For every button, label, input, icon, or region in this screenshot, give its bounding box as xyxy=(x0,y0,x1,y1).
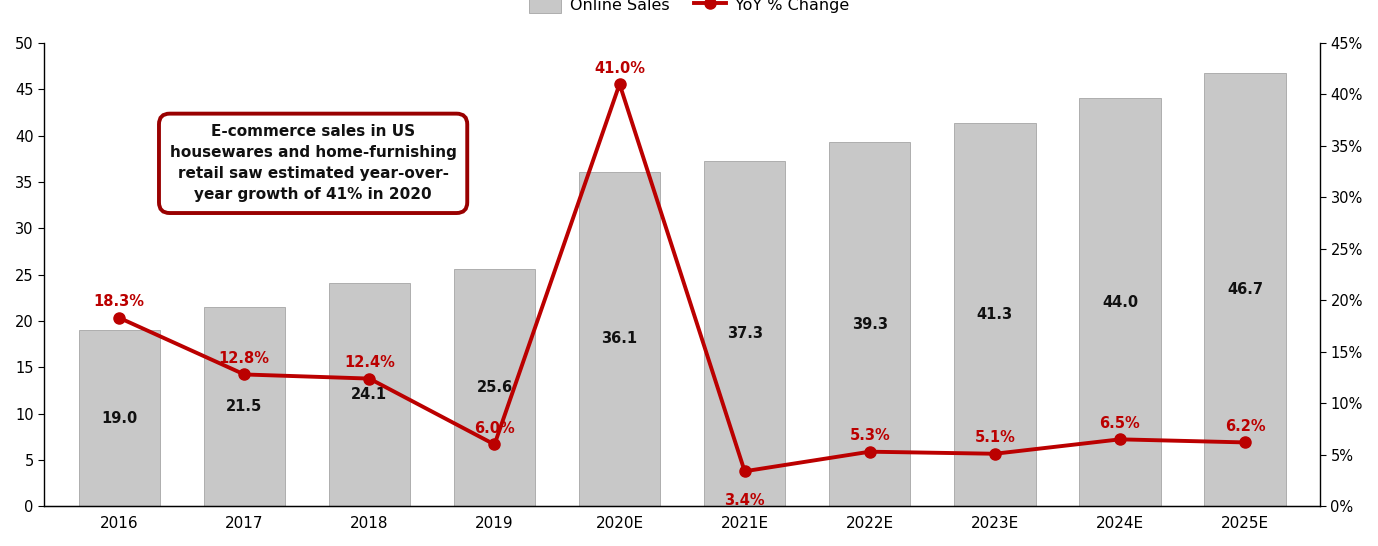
Text: 5.1%: 5.1% xyxy=(974,430,1016,446)
Legend: Online Sales, YoY % Change: Online Sales, YoY % Change xyxy=(524,0,854,18)
Text: 12.8%: 12.8% xyxy=(219,351,270,366)
Text: 6.2%: 6.2% xyxy=(1225,419,1265,434)
Text: 24.1: 24.1 xyxy=(351,387,387,402)
Bar xyxy=(453,269,535,506)
Text: 36.1: 36.1 xyxy=(602,331,638,347)
Text: 3.4%: 3.4% xyxy=(725,494,765,508)
Bar xyxy=(1204,73,1286,506)
Text: 6.0%: 6.0% xyxy=(474,421,515,436)
Text: 12.4%: 12.4% xyxy=(344,355,395,370)
Text: 41.0%: 41.0% xyxy=(594,61,645,76)
Text: 25.6: 25.6 xyxy=(477,380,513,395)
Bar xyxy=(830,142,911,506)
Text: 39.3: 39.3 xyxy=(852,317,887,331)
Bar xyxy=(204,307,285,506)
Text: 6.5%: 6.5% xyxy=(1100,416,1141,431)
Text: 19.0: 19.0 xyxy=(101,411,138,426)
Bar xyxy=(1079,98,1160,506)
Text: E-commerce sales in US
housewares and home-furnishing
retail saw estimated year-: E-commerce sales in US housewares and ho… xyxy=(169,124,456,203)
Bar xyxy=(79,330,160,506)
Bar xyxy=(954,123,1035,506)
Bar xyxy=(329,283,411,506)
Text: 21.5: 21.5 xyxy=(226,399,262,414)
Text: 5.3%: 5.3% xyxy=(849,429,890,443)
Bar xyxy=(579,171,660,506)
Text: 18.3%: 18.3% xyxy=(94,294,145,310)
Text: 41.3: 41.3 xyxy=(977,307,1013,322)
Text: 46.7: 46.7 xyxy=(1226,282,1264,298)
Bar xyxy=(704,161,785,506)
Text: 37.3: 37.3 xyxy=(726,326,762,341)
Text: 44.0: 44.0 xyxy=(1102,295,1138,310)
